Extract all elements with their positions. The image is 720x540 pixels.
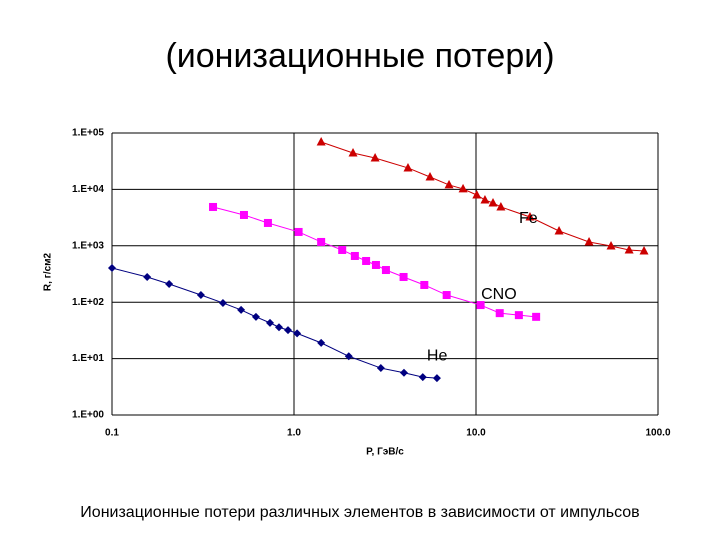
data-point	[316, 137, 326, 146]
series-label: He	[427, 347, 448, 364]
data-point	[350, 251, 359, 260]
data-point	[432, 374, 441, 383]
data-point	[338, 245, 347, 254]
series-label: CNO	[481, 286, 517, 303]
data-point	[488, 197, 498, 207]
data-point	[370, 153, 380, 162]
y-tick-label: 1.E+05	[72, 128, 104, 139]
data-point	[348, 147, 358, 157]
caption: Ионизационные потери различных элементов…	[80, 504, 639, 521]
data-point	[371, 260, 380, 269]
data-point	[317, 338, 326, 347]
data-point	[143, 272, 152, 281]
series-line	[320, 141, 645, 252]
x-tick-label: 1.0	[287, 428, 301, 439]
data-point	[420, 280, 429, 289]
data-point	[209, 202, 218, 211]
data-point	[294, 227, 303, 236]
data-point	[284, 326, 293, 335]
data-point	[376, 364, 385, 373]
data-point	[425, 171, 435, 181]
data-point	[263, 218, 272, 227]
data-point	[399, 272, 408, 281]
data-point	[251, 312, 260, 321]
data-point	[476, 301, 485, 310]
data-point	[624, 244, 634, 254]
data-point	[496, 201, 506, 211]
data-point	[514, 311, 523, 320]
data-point	[108, 264, 116, 273]
data-point	[495, 309, 504, 318]
series-label: Fe	[519, 210, 538, 227]
data-point	[639, 245, 649, 255]
data-point	[480, 194, 490, 204]
y-tick-label: 1.E+01	[72, 353, 104, 364]
data-point	[218, 298, 227, 307]
data-point	[317, 237, 326, 246]
data-point	[381, 266, 390, 275]
data-point	[444, 179, 454, 189]
data-point	[196, 291, 205, 300]
series-line	[111, 267, 437, 379]
data-point	[525, 212, 535, 221]
x-tick-label: 100.0	[645, 428, 670, 439]
x-tick-label: 0.1	[105, 428, 119, 439]
data-point	[554, 225, 564, 235]
data-point	[265, 318, 274, 327]
data-point	[362, 256, 371, 265]
y-tick-label: 1.E+02	[72, 297, 104, 308]
data-point	[418, 373, 427, 382]
data-point	[274, 323, 283, 332]
y-tick-label: 1.E+04	[72, 184, 104, 195]
data-point	[532, 312, 541, 321]
data-point	[472, 189, 482, 199]
data-point	[237, 305, 246, 314]
x-axis-label: P, ГэВ/с	[366, 447, 404, 458]
data-point	[293, 329, 302, 338]
data-point	[606, 241, 616, 250]
data-point	[458, 183, 468, 193]
data-point	[403, 162, 413, 172]
data-point	[442, 291, 451, 300]
data-point	[399, 368, 408, 377]
data-point	[584, 236, 594, 246]
y-tick-label: 1.E+03	[72, 240, 104, 251]
chart-title: (ионизационные потери)	[165, 37, 554, 75]
data-point	[344, 352, 353, 361]
y-tick-label: 1.E+00	[72, 410, 104, 421]
data-point	[239, 210, 248, 219]
x-tick-label: 10.0	[466, 428, 486, 439]
data-point	[165, 280, 174, 289]
y-axis-label: R, г/см2	[43, 252, 54, 291]
